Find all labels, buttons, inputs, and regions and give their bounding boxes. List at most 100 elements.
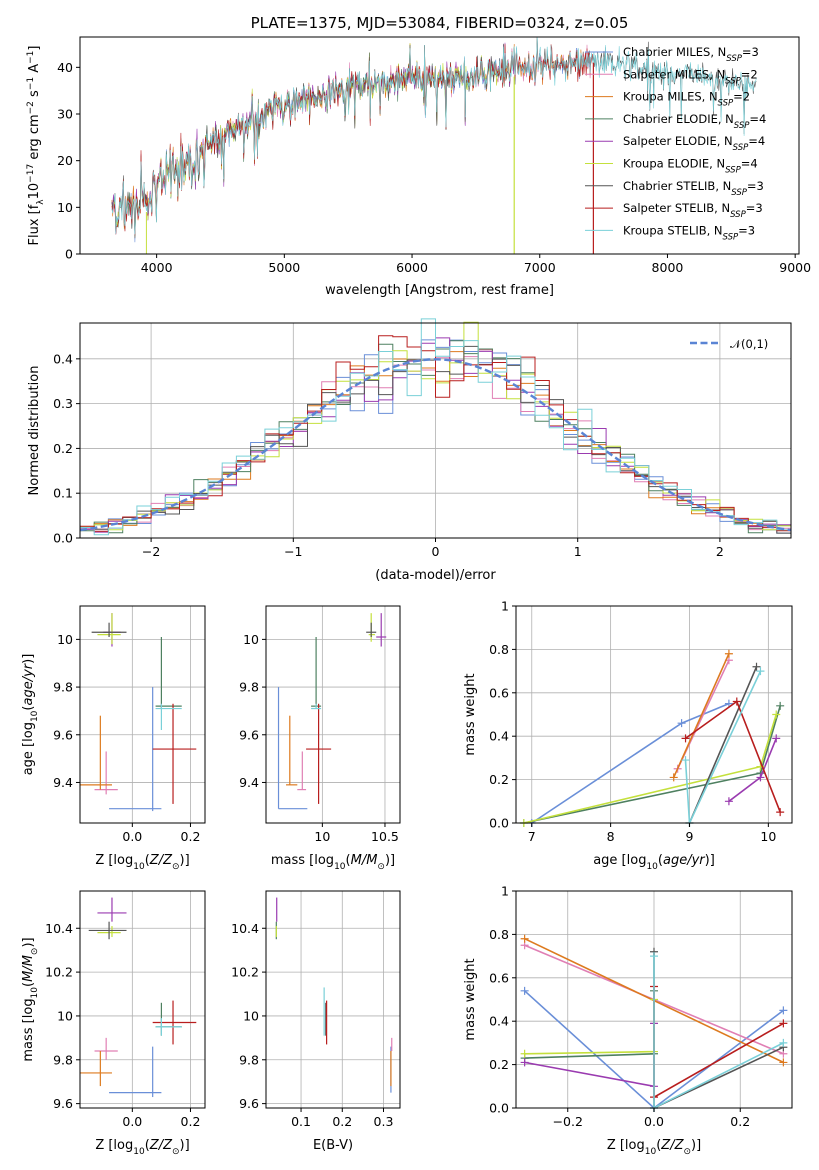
y-tick-label: 9.6 [53, 1096, 73, 1111]
x-tick-label: 10.5 [371, 829, 399, 844]
weight-marker [724, 649, 733, 658]
y-tick-label: 9.4 [53, 775, 73, 790]
weight-marker [772, 710, 781, 719]
y-tick-label: 0.4 [489, 1014, 509, 1029]
y-tick-label: 9.4 [239, 775, 259, 790]
x-tick-label: 0.2 [181, 829, 201, 844]
y-tick-label: 0.8 [489, 642, 509, 657]
x-axis-label: Z [log10(Z/Z⊙)] [95, 853, 189, 872]
data-point [277, 687, 308, 810]
data-point [376, 613, 387, 647]
chart-title: PLATE=1375, MJD=53084, FIBERID=0324, z=0… [251, 14, 629, 32]
data-point [94, 1037, 118, 1060]
y-tick-label: 0.6 [489, 685, 509, 700]
x-tick-label: −0.2 [553, 1114, 583, 1129]
weight-marker [669, 773, 678, 782]
weight-line [524, 990, 655, 1059]
y-axis-label: age [log10(age/yr)] [21, 654, 40, 776]
panel-spectrum: 4000 5000 6000 7000 8000 9000 0 10 20 30 40 PLATE=1… [26, 14, 811, 298]
x-tick-label: 4000 [141, 260, 173, 275]
axes-frame [79, 36, 800, 255]
normal-curve [79, 358, 792, 532]
frame-age-vs-mass: 10 10.5 9.4 9.6 9.8 10 mass [log10(M/M⊙)] [239, 605, 401, 872]
legend-entry: Salpeter ELODIE, NSSP=4 [623, 134, 765, 153]
x-tick-label: 9000 [779, 260, 811, 275]
y-axis-label: mass weight [463, 673, 478, 755]
plot-area-spectrum [111, 37, 757, 254]
panel-mass-vs-Z: 0.0 0.2 9.6 9.8 10 10.2 10.4 Z [log10(Z/Z⊙)] mas… [21, 890, 206, 1157]
y-tick-label: 0 [65, 247, 73, 262]
x-tick-label: 6000 [396, 260, 428, 275]
weight-series [685, 662, 761, 827]
data-point [91, 622, 127, 637]
weight-line [653, 951, 784, 1110]
legend-entry: 𝒩(0,1) [730, 337, 768, 351]
frame-weight-vs-Z: −0.2 0.0 0.2 0.0 0.2 0.4 0.6 0.8 1 Z [log10(Z/Z⊙)… [463, 884, 793, 1157]
y-tick-label: 0.4 [53, 351, 73, 366]
x-tick-label: −1 [284, 544, 302, 559]
data-point [366, 622, 377, 637]
weight-marker [772, 734, 781, 743]
y-tick-label: 9.6 [239, 1096, 259, 1111]
weight-marker [724, 797, 733, 806]
weight-series [681, 697, 785, 817]
y-tick-label: 9.6 [53, 727, 73, 742]
data-point [297, 751, 307, 791]
frame-residuals: −2 −1 0 1 2 0.0 0.1 0.2 0.3 0.4 𝒩(0,1) (data-model)… [27, 322, 792, 583]
weight-series [673, 656, 733, 773]
weight-line [653, 986, 784, 1099]
y-tick-label: 10.2 [45, 965, 73, 980]
y-tick-label: 9.8 [239, 680, 259, 695]
legend-entry: Chabrier STELIB, NSSP=3 [623, 179, 764, 198]
y-tick-label: 10.4 [231, 921, 259, 936]
x-tick-label: −2 [142, 544, 160, 559]
y-tick-label: 9.8 [239, 1052, 259, 1067]
weight-marker [650, 952, 658, 961]
weight-series [681, 667, 765, 827]
y-axis-label: mass weight [463, 958, 478, 1040]
y-tick-label: 10 [243, 1008, 259, 1023]
y-tick-label: 30 [57, 107, 73, 122]
x-tick-label: 10 [314, 829, 330, 844]
weight-marker [752, 662, 761, 671]
x-tick-label: 8 [607, 829, 615, 844]
weight-line [684, 670, 762, 824]
frame-spectrum: 4000 5000 6000 7000 8000 9000 0 10 20 30 40 PLATE=1… [26, 14, 811, 298]
y-tick-label: 0.4 [489, 729, 509, 744]
weight-series [520, 986, 658, 1063]
y-tick-label: 10 [243, 632, 259, 647]
data-point [94, 751, 118, 795]
x-tick-label: 0.0 [122, 1114, 142, 1129]
weight-marker [681, 756, 690, 765]
frame-mass-vs-EBV: 0.1 0.2 0.3 9.6 9.8 10 10.2 10.4 E(B-V) [231, 890, 401, 1153]
data-point [155, 1002, 182, 1036]
weight-marker [776, 808, 785, 817]
x-axis-label: Z [log10(Z/Z⊙)] [95, 1138, 189, 1157]
panel-age-vs-Z: 0.0 0.2 9.4 9.6 9.8 10 Z [log10(Z/Z⊙)] age [log… [21, 605, 206, 872]
plot-area-mass-vs-Z [80, 897, 197, 1098]
y-tick-label: 0.6 [489, 970, 509, 985]
legend-entry: Chabrier ELODIE, NSSP=4 [623, 112, 766, 131]
legend-entry: Salpeter STELIB, NSSP=3 [623, 201, 763, 220]
y-tick-label: 9.6 [239, 727, 259, 742]
data-point [155, 703, 182, 730]
spectrum-line [111, 42, 515, 235]
frame-weight-vs-age: 7 8 9 10 0.0 0.2 0.4 0.6 0.8 1 age [log10(age/yr)]… [463, 599, 793, 872]
panel-age-vs-mass: 10 10.5 9.4 9.6 9.8 10 mass [log10(M/M⊙)] [239, 605, 401, 872]
frame-mass-vs-Z: 0.0 0.2 9.6 9.8 10 10.2 10.4 Z [log10(Z/Z⊙)] mas… [21, 890, 206, 1157]
legend-entry: Kroupa MILES, NSSP=2 [623, 90, 750, 109]
axes-frame [79, 605, 206, 824]
y-tick-label: 10.4 [45, 921, 73, 936]
data-point [286, 715, 298, 786]
y-tick-label: 0.2 [489, 772, 509, 787]
data-point [80, 1051, 112, 1087]
x-tick-label: 0.3 [374, 1114, 394, 1129]
weight-marker [756, 667, 765, 676]
y-tick-label: 10 [57, 200, 73, 215]
x-tick-label: 0.2 [730, 1114, 750, 1129]
x-tick-label: 7000 [524, 260, 556, 275]
data-point [109, 1046, 162, 1098]
legend-entry: Salpeter MILES, NSSP=2 [623, 67, 758, 86]
panel-mass-vs-EBV: 0.1 0.2 0.3 9.6 9.8 10 10.2 10.4 E(B-V) [231, 890, 401, 1153]
y-tick-label: 1 [501, 599, 509, 614]
